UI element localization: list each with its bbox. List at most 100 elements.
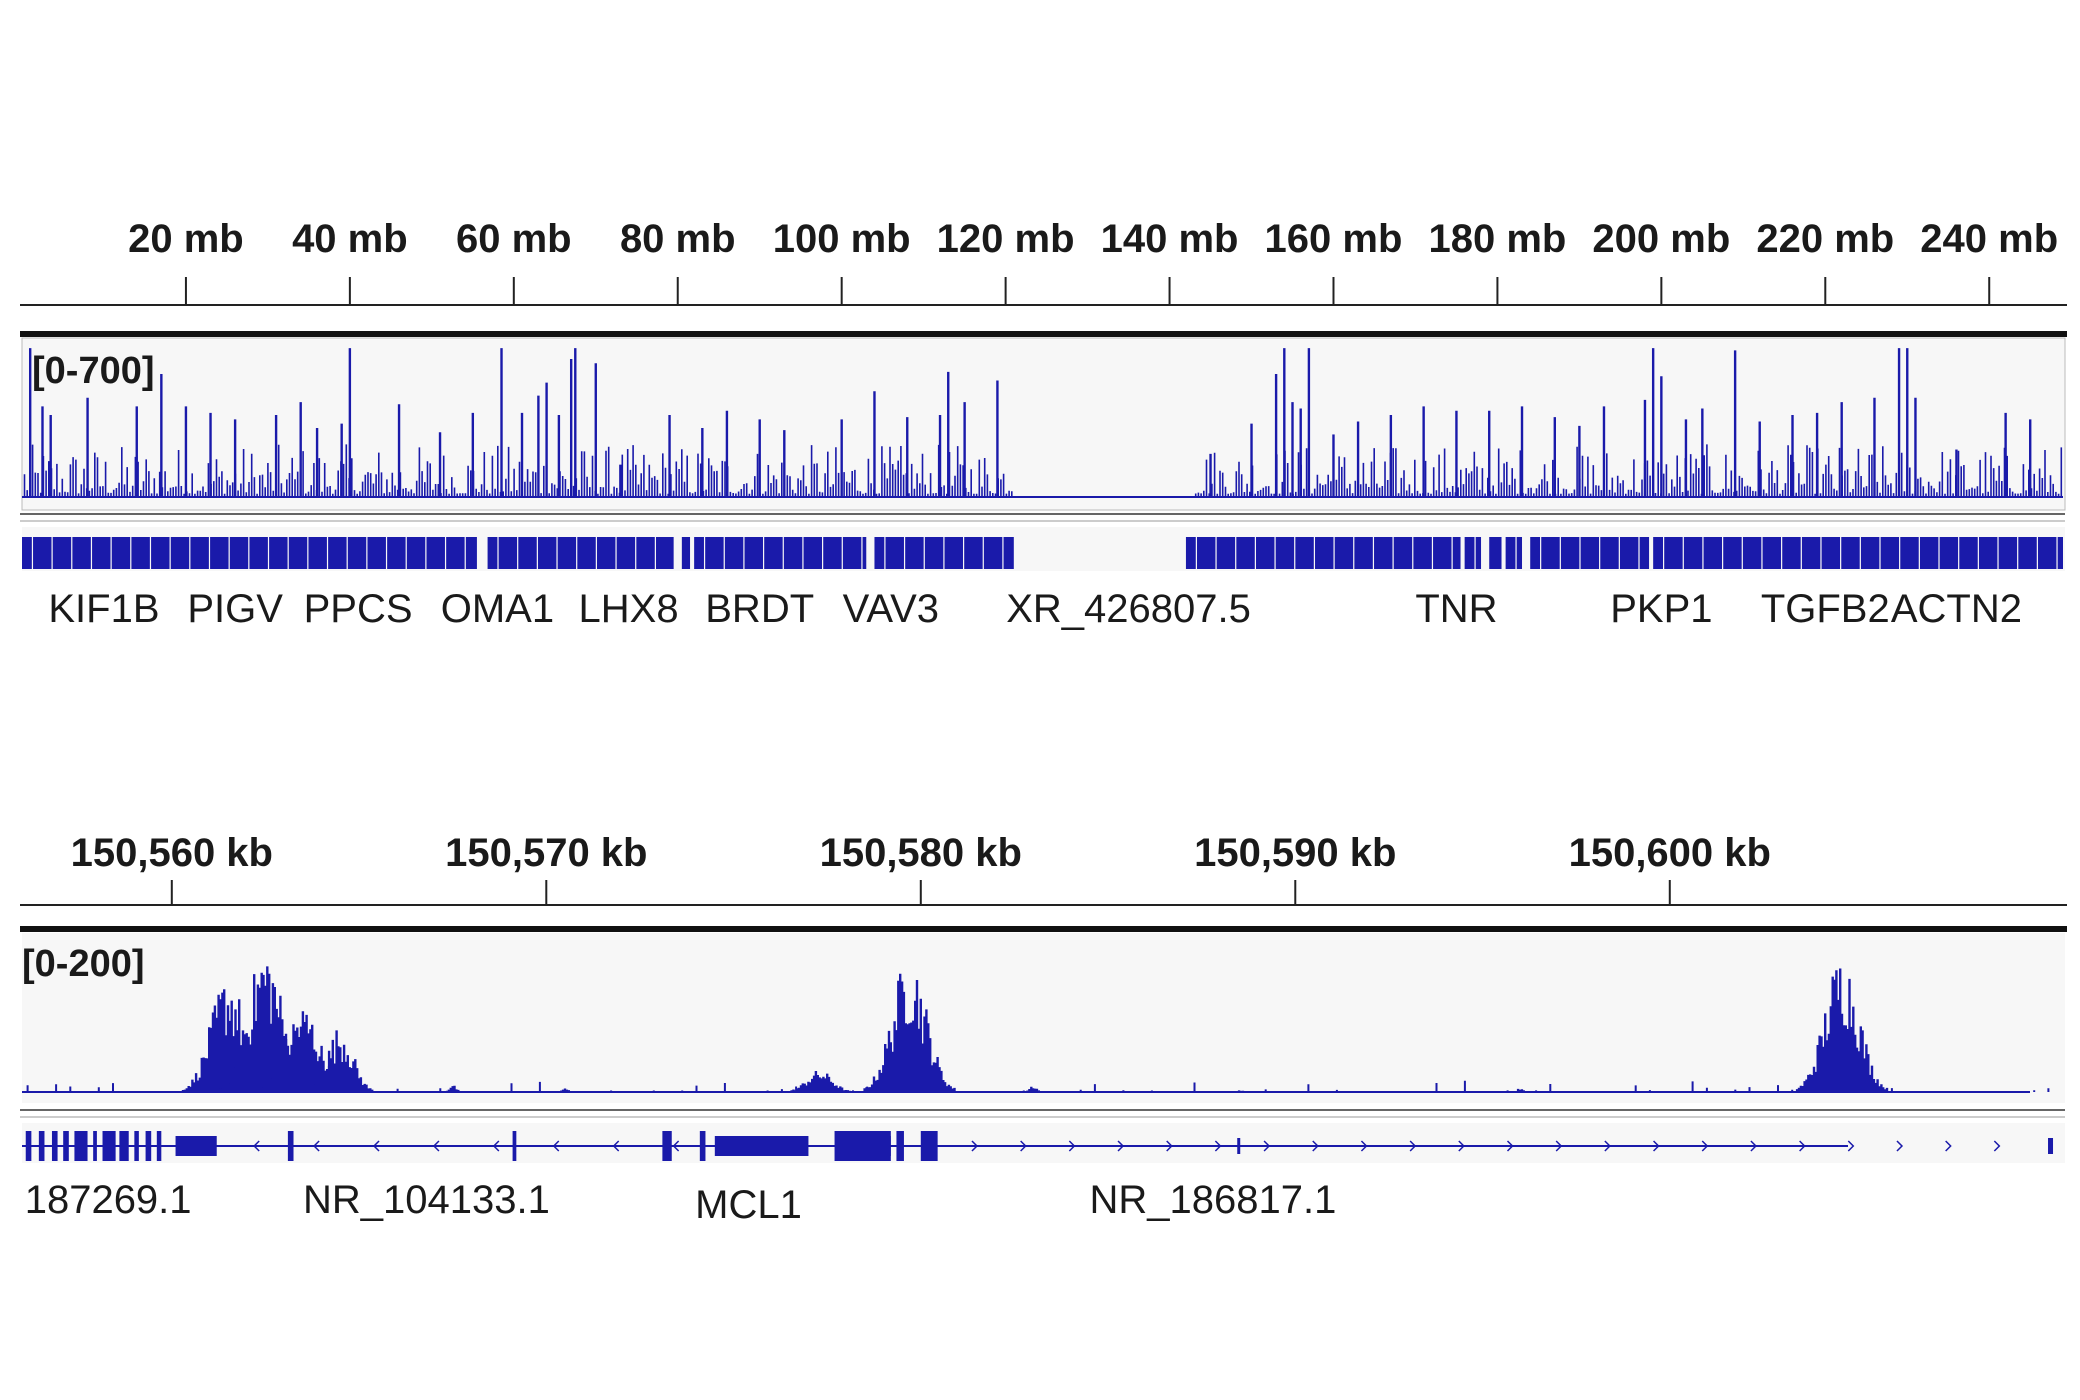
gene-block-gap [169,537,171,569]
gene-block-gap [1294,537,1296,569]
locus-ruler: 150,560 kb 150,570 kb 150,580 kb 150,590 kb… [20,831,2067,906]
gene-exon [287,1131,294,1161]
gene-block-gap [2056,537,2058,569]
chromosome-gene-label: PPCS [304,587,413,631]
gene-block-gap [228,537,230,569]
gene-block-gap [1235,537,1237,569]
gene-block-gap [635,537,637,569]
gene-exon [74,1131,88,1161]
strand-arrow-plus [1360,1140,1368,1152]
gene-block-gap [51,537,53,569]
gene-exon [38,1131,45,1161]
chromosome-gene-label: XR_426807.5 [1006,587,1251,631]
locus-tick-label: 150,590 kb [1194,831,1396,875]
gene-block-gap [822,537,824,569]
gene-block-gap [1274,537,1276,569]
chromosome-gene-block [1505,537,1523,569]
strand-arrow-plus [1312,1140,1319,1152]
chromosome-gene-block [694,537,867,569]
locus-gene-label: NR_186817.1 [1089,1178,1336,1222]
chromosome-gene-label: KIF1B [48,587,159,631]
gene-block-gap [841,537,843,569]
strand-arrow-plus [1701,1140,1709,1152]
locus-gene-label: 187269.1 [25,1178,192,1222]
locus-signal-track [22,933,2065,1103]
chromosome-ruler: 20 mb 40 mb 60 mb 80 mb 100 mb 120 mb 140 mb 16… [20,217,2067,306]
gene-block-gap [307,537,309,569]
gene-block-gap [1800,537,1802,569]
strand-arrow-minus [253,1140,260,1152]
chromosome-tick-label: 60 mb [456,217,572,261]
chromosome-gene-label: ACTN2 [1891,587,2022,631]
gene-block-gap [943,537,945,569]
chromosome-gene-label: BRDT [705,587,814,631]
gene-block-gap [497,537,499,569]
gene-exon [134,1131,139,1161]
gene-block-gap [782,537,784,569]
gene-block-gap [149,537,152,569]
chromosome-gene-block [1653,537,2063,569]
chromosome-tick-label: 240 mb [1920,217,2058,261]
gene-block-gap [576,537,578,569]
gene-block-gap [1254,537,1256,569]
chromosome-gene-label: PIGV [187,587,283,631]
gene-block-gap [1412,537,1414,569]
locus-gene-labels: 187269.1 NR_104133.1 MCL1 NR_186817.1 [25,1178,1337,1227]
gene-exon-cds [834,1131,891,1161]
locus-gene-label: MCL1 [695,1183,802,1227]
chromosome-signal-track [21,337,2066,511]
gene-exon [714,1136,809,1156]
gene-block-gap [1938,537,1940,569]
gene-block-gap [723,537,725,569]
chromosome-gene-block [22,537,477,569]
gene-block-gap [1599,537,1601,569]
strand-arrow-plus [1604,1140,1611,1152]
gene-block-gap [1820,537,1822,569]
strand-arrow-minus [552,1140,560,1152]
gene-block-gap [1638,537,1640,569]
gene-block-gap [1559,537,1561,569]
gene-block-gap [1392,537,1394,569]
gene-exon [145,1131,152,1161]
gene-block-gap [517,537,519,569]
chromosome-tick-label: 180 mb [1428,217,1566,261]
gene-block-gap [464,537,466,569]
gene-exon [699,1131,706,1161]
gene-exon [1237,1138,1241,1154]
gene-block-gap [1702,537,1704,569]
chromosome-gene-block [1530,537,1650,569]
gene-block-gap [31,537,34,569]
locus-signal-peak [1795,968,1889,1092]
chromosome-tick-label: 200 mb [1592,217,1730,261]
locus-tick-label: 150,570 kb [445,831,647,875]
gene-exon [156,1131,162,1161]
gene-block-gap [1515,537,1517,569]
locus-gene-models [22,1131,2054,1161]
gene-exon [119,1131,129,1161]
gene-exon [896,1131,904,1161]
chromosome-gene-block [487,537,674,569]
gene-block-gap [1958,537,1960,569]
gene-exon [102,1131,116,1161]
gene-block-gap [1899,537,1901,569]
locus-tick-label: 150,580 kb [820,831,1022,875]
strand-arrow-plus [1409,1140,1417,1152]
gene-exon [63,1131,69,1161]
gene-block-gap [1682,537,1684,569]
gene-block-gap [405,537,407,569]
gene-block-gap [1859,537,1861,569]
gene-block-gap [1431,537,1434,569]
gene-block-gap [556,537,558,569]
locus-tick-label: 150,600 kb [1569,831,1771,875]
locus-gene-label: NR_104133.1 [303,1178,550,1222]
gene-block-gap [385,537,388,569]
chromosome-tick-label: 140 mb [1101,217,1239,261]
gene-block-gap [1353,537,1355,569]
chromosome-gene-block [1489,537,1502,569]
strand-arrow-plus [1506,1140,1514,1152]
gene-block-gap [703,537,706,569]
chromosome-gene-block [1185,537,1461,569]
chromosome-tick-label: 40 mb [292,217,408,261]
gene-exon [512,1131,517,1161]
